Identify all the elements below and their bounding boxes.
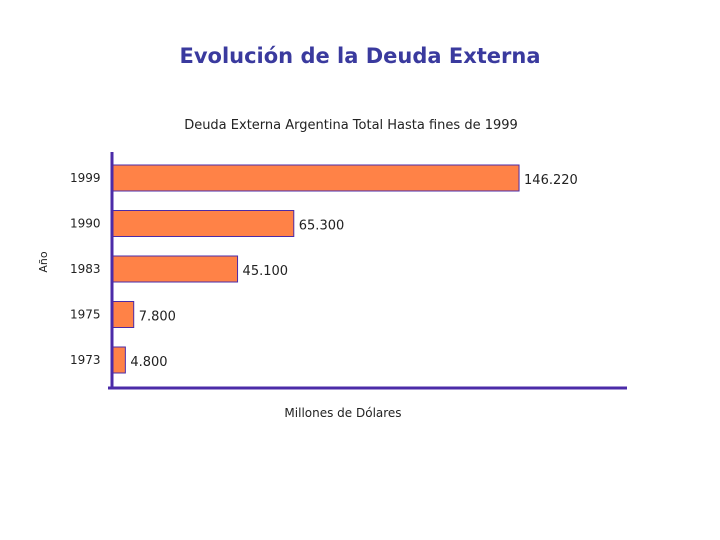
bars-group: 1999 146.220 1990 65.300 1983 45.100 1975 7.800… — [70, 164, 578, 374]
data-label-1975: 7.800 — [139, 310, 176, 325]
bar-1990 — [111, 210, 295, 237]
category-label-1990: 1990 — [70, 217, 101, 231]
bar-1973 — [111, 346, 126, 374]
bar-1975 — [111, 301, 135, 328]
category-label-1983: 1983 — [70, 262, 101, 276]
bar-1999 — [111, 164, 520, 192]
category-label-1975: 1975 — [70, 308, 101, 322]
data-label-1999: 146.220 — [524, 173, 578, 188]
chart-title: Deuda Externa Argentina Total Hasta fine… — [184, 118, 518, 133]
category-label-1999: 1999 — [70, 171, 101, 185]
data-label-1983: 45.100 — [243, 264, 289, 279]
data-label-1973: 4.800 — [130, 355, 167, 370]
x-axis-label: Millones de Dólares — [284, 406, 401, 420]
y-axis-label: Año — [37, 251, 50, 272]
bar-1983 — [111, 255, 239, 283]
data-label-1990: 65.300 — [299, 219, 345, 234]
category-label-1973: 1973 — [70, 353, 101, 367]
slide-title: Evolución de la Deuda Externa — [179, 44, 541, 68]
